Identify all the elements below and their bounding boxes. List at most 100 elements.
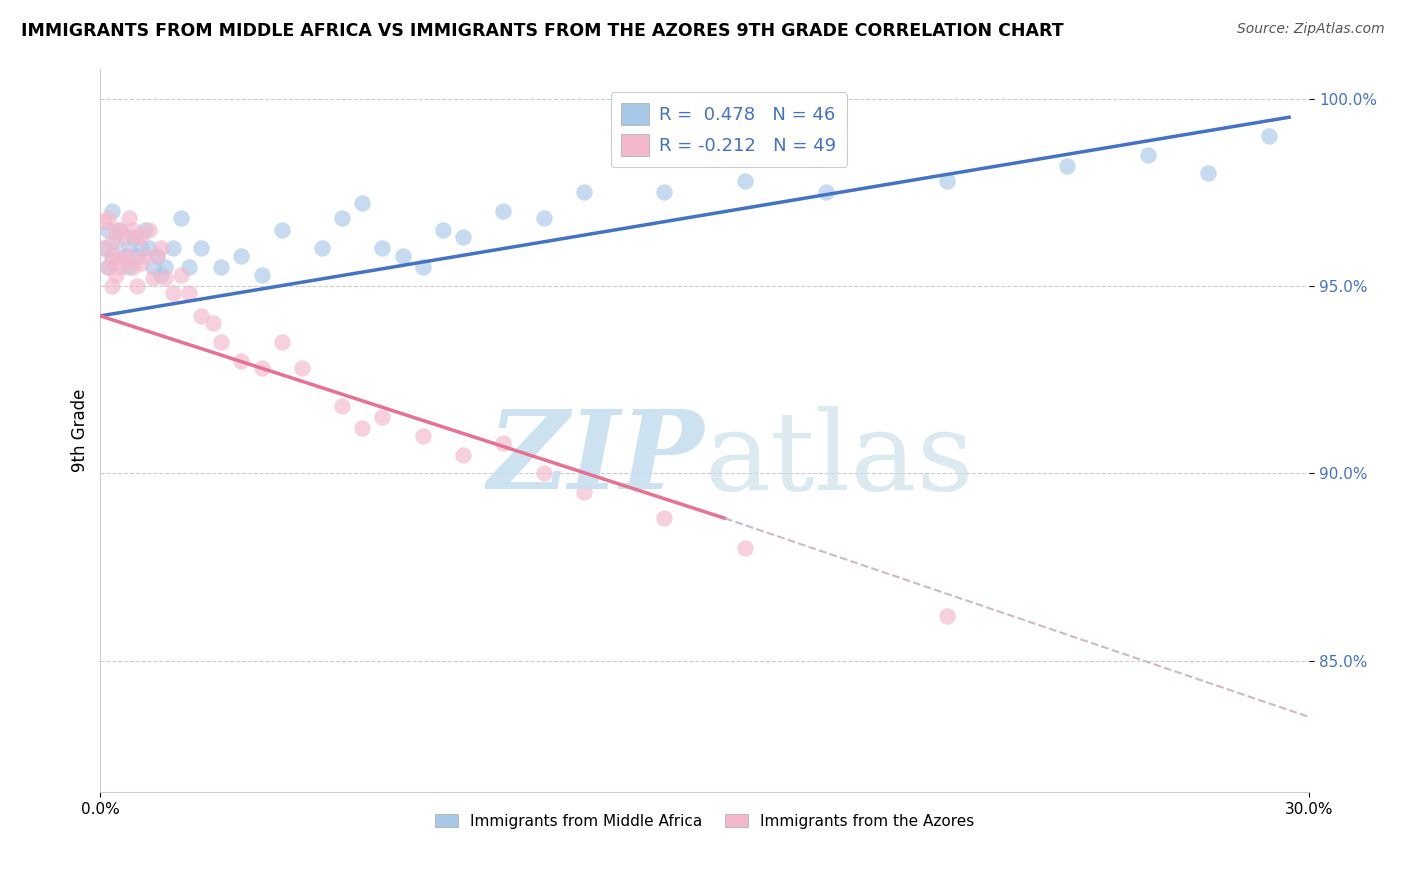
Point bbox=[101, 249, 124, 263]
Point bbox=[533, 467, 555, 481]
Point bbox=[1258, 128, 1281, 143]
Point bbox=[1198, 166, 1220, 180]
Point bbox=[572, 485, 595, 500]
Point bbox=[270, 223, 292, 237]
Point bbox=[110, 223, 132, 237]
Point bbox=[330, 211, 353, 226]
Text: ZIP: ZIP bbox=[488, 406, 704, 513]
Text: atlas: atlas bbox=[704, 406, 974, 513]
Point bbox=[330, 399, 353, 413]
Point bbox=[117, 211, 139, 226]
Point bbox=[117, 260, 139, 275]
Point bbox=[935, 608, 957, 623]
Point bbox=[572, 185, 595, 199]
Point bbox=[202, 317, 225, 331]
Point bbox=[97, 211, 120, 226]
Point bbox=[935, 174, 957, 188]
Point bbox=[105, 249, 128, 263]
Point bbox=[734, 174, 756, 188]
Point bbox=[291, 361, 314, 376]
Point bbox=[145, 249, 167, 263]
Text: Source: ZipAtlas.com: Source: ZipAtlas.com bbox=[1237, 22, 1385, 37]
Point bbox=[149, 242, 172, 256]
Point bbox=[270, 335, 292, 350]
Point bbox=[250, 268, 273, 282]
Point bbox=[814, 185, 837, 199]
Point bbox=[231, 249, 253, 263]
Point bbox=[121, 260, 143, 275]
Point bbox=[110, 223, 132, 237]
Point bbox=[93, 242, 115, 256]
Point bbox=[114, 252, 136, 267]
Point bbox=[177, 286, 200, 301]
Point bbox=[451, 448, 474, 462]
Point bbox=[101, 279, 124, 293]
Point bbox=[412, 260, 434, 275]
Point bbox=[209, 260, 232, 275]
Point bbox=[97, 260, 120, 275]
Point bbox=[97, 223, 120, 237]
Point bbox=[162, 286, 184, 301]
Point bbox=[134, 223, 156, 237]
Point bbox=[114, 230, 136, 244]
Point bbox=[125, 230, 148, 244]
Point bbox=[1056, 159, 1078, 173]
Point bbox=[149, 268, 172, 282]
Point bbox=[162, 242, 184, 256]
Point bbox=[231, 354, 253, 368]
Point bbox=[138, 223, 160, 237]
Point bbox=[734, 541, 756, 556]
Point bbox=[533, 211, 555, 226]
Point bbox=[105, 268, 128, 282]
Point bbox=[250, 361, 273, 376]
Point bbox=[352, 196, 374, 211]
Point bbox=[101, 234, 124, 248]
Point bbox=[311, 242, 333, 256]
Point bbox=[170, 211, 193, 226]
Point bbox=[177, 260, 200, 275]
Point bbox=[412, 429, 434, 443]
Point bbox=[105, 234, 128, 248]
Point bbox=[209, 335, 232, 350]
Point bbox=[432, 223, 454, 237]
Point bbox=[138, 242, 160, 256]
Point bbox=[352, 421, 374, 435]
Point bbox=[153, 271, 176, 285]
Point bbox=[93, 242, 115, 256]
Point bbox=[129, 230, 152, 244]
Point bbox=[371, 410, 394, 425]
Point bbox=[654, 511, 676, 525]
Point bbox=[93, 215, 115, 229]
Point bbox=[190, 242, 212, 256]
Point bbox=[1137, 147, 1160, 161]
Point bbox=[117, 249, 139, 263]
Point bbox=[190, 309, 212, 323]
Point bbox=[129, 242, 152, 256]
Point bbox=[492, 436, 515, 450]
Point bbox=[125, 279, 148, 293]
Point bbox=[125, 249, 148, 263]
Text: IMMIGRANTS FROM MIDDLE AFRICA VS IMMIGRANTS FROM THE AZORES 9TH GRADE CORRELATIO: IMMIGRANTS FROM MIDDLE AFRICA VS IMMIGRA… bbox=[21, 22, 1064, 40]
Legend: Immigrants from Middle Africa, Immigrants from the Azores: Immigrants from Middle Africa, Immigrant… bbox=[429, 807, 981, 835]
Point bbox=[145, 249, 167, 263]
Point bbox=[134, 249, 156, 263]
Point bbox=[153, 260, 176, 275]
Point bbox=[170, 268, 193, 282]
Point bbox=[371, 242, 394, 256]
Point bbox=[97, 260, 120, 275]
Point bbox=[492, 204, 515, 219]
Point bbox=[114, 249, 136, 263]
Point bbox=[121, 230, 143, 244]
Point bbox=[121, 223, 143, 237]
Point bbox=[451, 230, 474, 244]
Point bbox=[654, 185, 676, 199]
Y-axis label: 9th Grade: 9th Grade bbox=[72, 389, 89, 472]
Point bbox=[101, 252, 124, 267]
Point bbox=[110, 260, 132, 275]
Point bbox=[129, 256, 152, 270]
Point bbox=[142, 260, 165, 275]
Point bbox=[101, 204, 124, 219]
Point bbox=[391, 249, 413, 263]
Point bbox=[105, 223, 128, 237]
Point bbox=[142, 271, 165, 285]
